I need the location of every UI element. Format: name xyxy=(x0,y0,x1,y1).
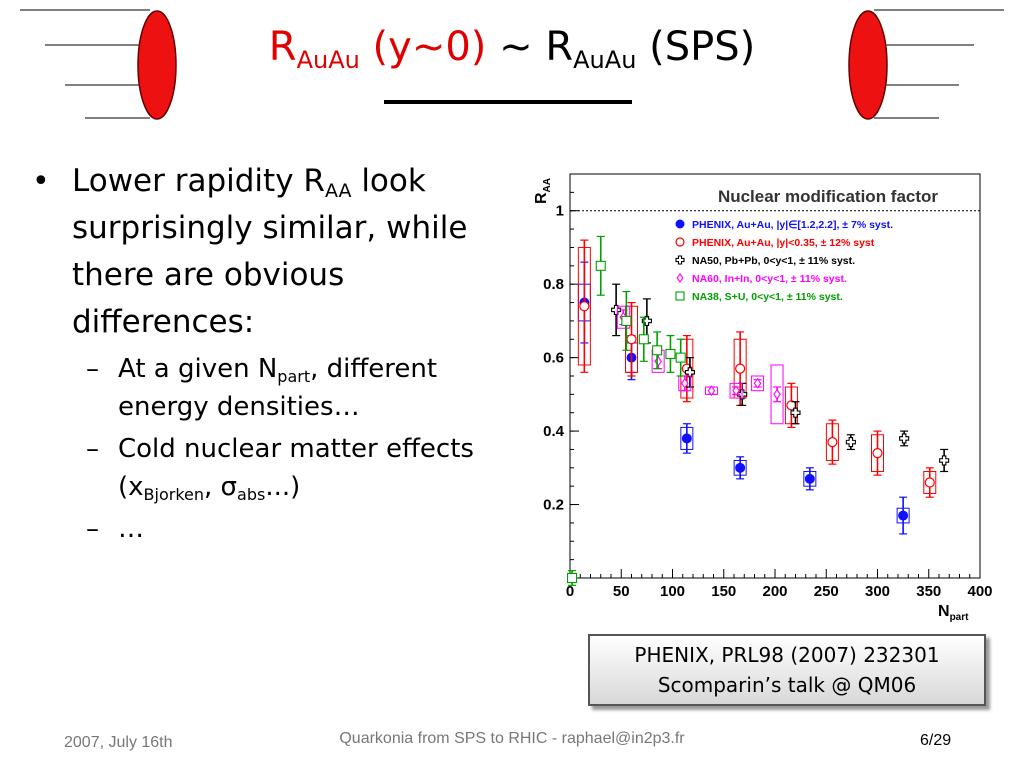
x-tick-label: 250 xyxy=(814,583,839,600)
data-point xyxy=(939,455,950,466)
data-point xyxy=(566,572,578,584)
y-tick-label: 0.8 xyxy=(543,276,564,293)
legend-marker xyxy=(675,255,685,265)
x-tick-label: 300 xyxy=(865,583,890,600)
y-tick-label: 1 xyxy=(556,203,564,220)
data-point xyxy=(579,301,590,312)
bullet-dot: • xyxy=(32,164,50,199)
data-point xyxy=(735,462,746,473)
data-point xyxy=(681,433,692,444)
x-tick-label: 0 xyxy=(566,583,574,600)
sub-bullet-item: – Cold nuclear matter effects (xBjorken,… xyxy=(86,430,490,506)
reference-line-1: PHENIX, PRL98 (2007) 232301 xyxy=(634,643,940,667)
axes: 0 50 100 150 200 250 300 350 400 0.2 0.4 0.6 0.8 1 xyxy=(543,191,993,600)
syst-box xyxy=(729,382,743,399)
chart-title: Nuclear modification factor xyxy=(718,187,938,206)
x-tick-label: 100 xyxy=(660,583,685,600)
y-tick-label: 0.6 xyxy=(543,350,564,367)
slide-title: RAuAu (y~0) ~ RAuAu (SPS) xyxy=(268,24,756,74)
data-point xyxy=(675,352,686,363)
x-axis-label: Npart xyxy=(938,603,969,623)
x-tick-label: 350 xyxy=(916,583,941,600)
plot-frame xyxy=(569,173,981,579)
sub-bullet-dash: – xyxy=(86,434,99,464)
left-beam-decoration xyxy=(20,9,177,120)
sub-bullet-dash: – xyxy=(86,354,99,384)
data-point xyxy=(638,334,649,345)
reference-box: PHENIX, PRL98 (2007) 232301 Scomparin’s … xyxy=(588,634,986,706)
legend-marker xyxy=(675,219,685,229)
legend-entry: PHENIX, Au+Au, |y|<0.35, ± 12% syst xyxy=(692,237,875,249)
data-point xyxy=(652,345,663,356)
right-beam-decoration xyxy=(848,9,1004,120)
data-point xyxy=(684,367,695,378)
bullet-text: Lower rapidity RAA look surprisingly sim… xyxy=(72,163,468,340)
legend-marker xyxy=(675,291,685,301)
y-tick-label: 0.2 xyxy=(543,497,564,514)
bullet-list: • Lower rapidity RAA look surprisingly s… xyxy=(32,158,490,548)
legend-entry: NA60, In+In, 0<y<1, ± 11% syst. xyxy=(692,273,847,285)
footer-center: Quarkonia from SPS to RHIC - raphael@in2… xyxy=(339,730,685,747)
data-point xyxy=(872,448,883,459)
legend-entry: NA38, S+U, 0<y<1, ± 11% syst. xyxy=(692,291,843,303)
legend-marker xyxy=(676,273,684,283)
data-marks xyxy=(566,235,950,586)
data-point xyxy=(753,377,762,389)
legend-entry: NA50, Pb+Pb, 0<y<1, ± 11% syst. xyxy=(692,255,855,267)
legend-marker xyxy=(675,237,685,247)
x-tick-label: 50 xyxy=(613,583,630,600)
bullet-item: • Lower rapidity RAA look surprisingly s… xyxy=(32,158,490,346)
footer-date: 2007, July 16th xyxy=(64,734,173,751)
x-tick-label: 400 xyxy=(967,583,992,600)
nucleus-ellipse xyxy=(137,10,177,120)
data-point xyxy=(595,260,606,271)
data-point xyxy=(924,477,935,488)
title-underline xyxy=(384,100,632,104)
data-point xyxy=(899,433,910,444)
x-tick-label: 200 xyxy=(762,583,787,600)
data-point xyxy=(680,377,689,389)
x-tick-label: 150 xyxy=(711,583,736,600)
sub-bullet-item: – At a given Npart, different energy den… xyxy=(86,350,490,426)
data-point xyxy=(827,437,838,448)
data-point xyxy=(732,385,740,397)
title-red-part: RAuAu (y~0) xyxy=(268,24,487,74)
legend-entry: PHENIX, Au+Au, |y|∈[1.2,2.2], ± 7% syst. xyxy=(692,219,893,231)
page-number: 6/29 xyxy=(920,732,952,749)
data-point xyxy=(898,510,909,521)
data-point xyxy=(790,407,801,418)
data-point xyxy=(621,315,632,326)
data-point xyxy=(665,348,676,360)
syst-box xyxy=(770,364,784,425)
data-point xyxy=(845,437,856,448)
nucleus-ellipse xyxy=(848,10,888,120)
data-point xyxy=(804,473,815,484)
sub-bullet-item: – … xyxy=(86,510,490,548)
raa-chart: 0 50 100 150 200 250 300 350 400 0.2 0.4 0.6 0.8 1 Nu… xyxy=(533,173,993,623)
y-axis-label: RAA xyxy=(533,178,553,204)
legend: PHENIX, Au+Au, |y|∈[1.2,2.2], ± 7% syst.… xyxy=(675,219,893,303)
y-tick-label: 0.4 xyxy=(543,423,565,440)
data-point xyxy=(641,315,652,326)
data-point xyxy=(707,385,716,397)
data-point xyxy=(611,304,622,315)
sub-bullet-text: Cold nuclear matter effects (xBjorken, σ… xyxy=(118,434,474,504)
sub-bullet-dash: – xyxy=(86,514,99,544)
sub-bullet-text: At a given Npart, different energy densi… xyxy=(118,354,438,422)
data-point xyxy=(773,388,781,400)
data-point xyxy=(626,334,637,345)
data-point xyxy=(735,363,746,374)
syst-box xyxy=(751,375,765,392)
sub-bullet-text: … xyxy=(118,514,144,544)
reference-line-2: Scomparin’s talk @ QM06 xyxy=(657,673,917,697)
